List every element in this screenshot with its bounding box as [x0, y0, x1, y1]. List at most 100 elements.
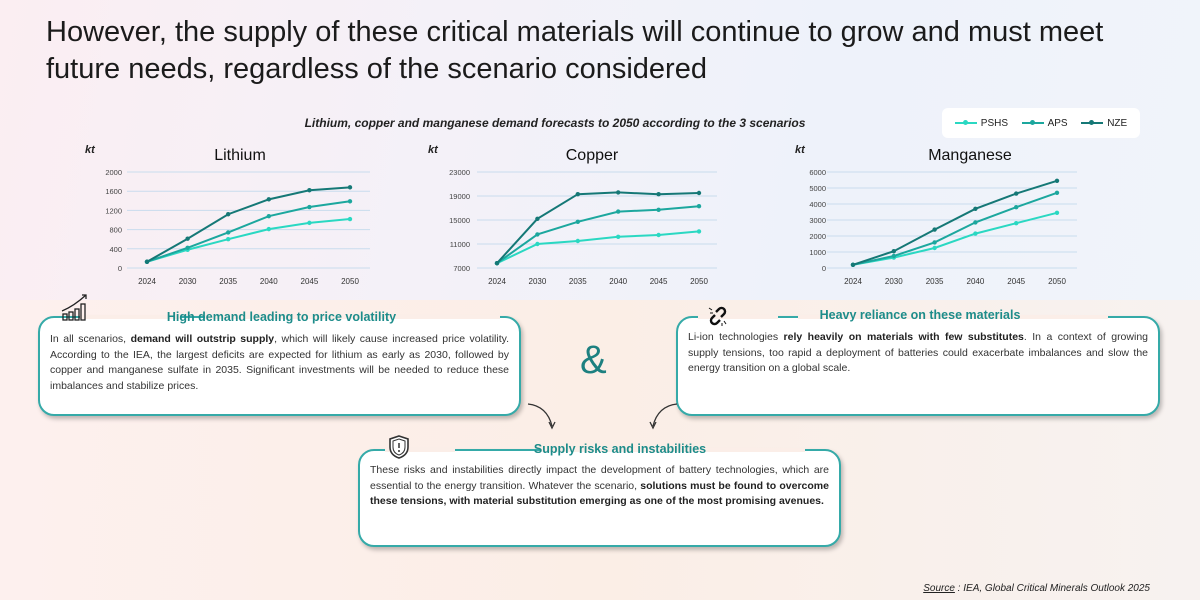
data-point-aps	[656, 207, 661, 212]
y-axis-unit: kt	[428, 144, 439, 156]
y-tick-label: 400	[109, 245, 122, 254]
data-point-pshs	[932, 245, 937, 251]
series-line-aps	[496, 205, 700, 265]
text-segment: Li-ion technologies	[688, 331, 784, 343]
data-point-aps	[575, 219, 580, 224]
x-tick-label: 2050	[341, 277, 359, 286]
series-line-aps	[852, 191, 1058, 266]
data-point-nze	[696, 190, 702, 196]
legend-line-pshs	[954, 120, 977, 125]
data-point-pshs	[347, 216, 353, 222]
legend-item-aps: APS	[1021, 118, 1068, 129]
data-point-nze	[266, 197, 271, 202]
demand-box-text: In all scenarios, demand will outstrip s…	[50, 332, 509, 394]
charts-area: Lithium kt 0 400 800 1200 1600 2000 2024 2030 2035…	[85, 144, 1077, 286]
data-point-aps	[973, 220, 978, 225]
data-point-nze	[347, 185, 353, 190]
chart-title: Manganese	[928, 147, 1012, 164]
x-tick-label: 2030	[529, 277, 547, 286]
data-point-aps	[307, 204, 312, 210]
legend-label: NZE	[1107, 117, 1128, 129]
charts-subtitle: Lithium, copper and manganese demand for…	[304, 116, 806, 130]
legend-line-nze	[1081, 120, 1104, 125]
series-line-nze	[852, 179, 1058, 266]
x-tick-label: 2050	[1048, 277, 1066, 286]
data-point-pshs	[656, 232, 661, 238]
chart-title: Copper	[566, 147, 619, 164]
data-point-pshs	[696, 229, 702, 234]
y-tick-label: 1600	[105, 187, 122, 196]
data-point-pshs	[616, 234, 621, 239]
legend-label: PSHS	[980, 117, 1009, 129]
y-tick-label: 4000	[809, 200, 826, 209]
data-point-aps	[616, 209, 621, 214]
risks-box-text: These risks and instabilities directly i…	[370, 463, 829, 510]
data-point-nze	[494, 261, 500, 266]
x-tick-label: 2045	[301, 277, 319, 286]
y-tick-label: 0	[118, 264, 122, 273]
reliance-box-title: Heavy reliance on these materials	[819, 308, 1021, 322]
data-point-aps	[1014, 205, 1019, 210]
text-segment: In all scenarios,	[50, 333, 131, 345]
data-point-aps	[932, 240, 937, 245]
y-axis-unit: kt	[795, 144, 806, 156]
data-point-aps	[535, 232, 540, 237]
x-tick-label: 2024	[138, 277, 156, 286]
legend-item-nze: NZE	[1081, 118, 1127, 129]
data-point-nze	[932, 227, 937, 232]
series-line-nze	[496, 191, 700, 264]
growth-chart-icon	[61, 294, 87, 321]
data-point-nze	[850, 262, 856, 267]
x-tick-label: 2030	[885, 277, 903, 286]
x-tick-label: 2040	[967, 277, 985, 286]
y-tick-label: 7000	[453, 264, 470, 273]
data-point-nze	[226, 212, 231, 217]
demand-box-title: High demand leading to price volatility	[166, 310, 397, 324]
legend-line-aps	[1021, 120, 1044, 125]
chart-title: Lithium	[214, 147, 266, 164]
source-text: : IEA, Global Critical Minerals Outlook …	[954, 583, 1150, 594]
data-point-pshs	[973, 231, 978, 236]
bold-text: rely heavily on materials with few subst…	[783, 331, 1024, 343]
series-line-pshs	[852, 211, 1058, 266]
series-line-pshs	[146, 218, 351, 263]
data-point-aps	[1054, 190, 1060, 195]
risks-box: Supply risks and instabilities These ris…	[358, 442, 841, 547]
data-point-pshs	[307, 220, 312, 226]
series-line-pshs	[496, 230, 700, 265]
data-point-pshs	[1054, 210, 1060, 215]
y-tick-label: 6000	[809, 168, 826, 177]
data-point-nze	[973, 206, 978, 211]
bold-text: solutions must be found to overcome thes…	[370, 479, 829, 508]
risks-box-title: Supply risks and instabilities	[533, 442, 707, 456]
data-point-aps	[266, 213, 271, 219]
data-point-nze	[616, 190, 621, 195]
arrow-left-curve-icon	[527, 403, 556, 430]
series-line-nze	[146, 186, 351, 263]
data-point-nze	[1014, 191, 1019, 196]
text-segment: , which will likely cause increased pric…	[50, 333, 510, 392]
legend-item-pshs: PSHS	[954, 117, 1009, 129]
y-tick-label: 19000	[449, 192, 470, 201]
source-label: Source	[923, 583, 955, 594]
data-point-nze	[535, 216, 540, 221]
data-point-pshs	[535, 241, 540, 247]
y-axis-unit: kt	[85, 144, 96, 156]
y-tick-label: 5000	[809, 184, 826, 193]
data-point-nze	[307, 188, 312, 193]
data-point-nze	[656, 192, 661, 197]
data-point-nze	[144, 259, 150, 264]
text-segment: These risks and instabilities directly i…	[370, 464, 829, 492]
x-tick-label: 2035	[926, 277, 944, 286]
x-tick-label: 2035	[219, 277, 237, 286]
x-tick-label: 2040	[609, 277, 627, 286]
y-tick-label: 23000	[449, 168, 470, 177]
page-title: However, the supply of these critical ma…	[46, 16, 1104, 85]
reliance-box-text: Li-ion technologies rely heavily on mate…	[688, 330, 1148, 377]
shield-warning-icon	[389, 435, 409, 459]
y-tick-label: 1000	[809, 248, 826, 257]
x-tick-label: 2045	[1007, 277, 1025, 286]
bold-text: demand will outstrip supply	[130, 333, 275, 345]
data-point-pshs	[266, 226, 271, 232]
data-point-nze	[575, 192, 580, 197]
